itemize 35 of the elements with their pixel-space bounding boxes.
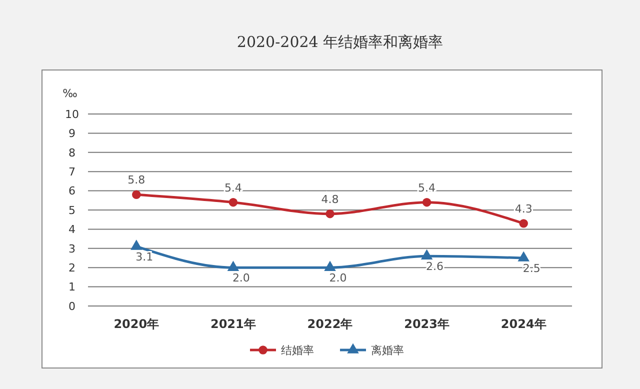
y-tick-label: 6 — [68, 184, 76, 198]
legend-label: 结婚率 — [281, 344, 314, 357]
y-axis-title: ‰ — [62, 87, 78, 100]
point — [519, 219, 528, 228]
y-tick-label: 10 — [65, 108, 79, 121]
x-tick-label: 2020年 — [114, 317, 160, 331]
data-label: 2.0 — [232, 272, 250, 285]
y-tick-label: 5 — [68, 204, 76, 217]
y-tick-label: 1 — [68, 280, 76, 294]
data-label: 5.8 — [128, 174, 146, 187]
point — [326, 209, 334, 218]
legend-label: 离婚率 — [371, 344, 404, 357]
data-label: 2.0 — [329, 272, 347, 285]
point — [227, 260, 240, 271]
x-tick-label: 2023年 — [404, 317, 450, 331]
chart-title: 2020-2024 年结婚率和离婚率 — [236, 33, 444, 51]
y-tick-label: 9 — [68, 127, 76, 140]
y-tick-label: 4 — [68, 223, 76, 236]
point — [324, 260, 336, 271]
y-tick-label: 2 — [68, 261, 76, 274]
point — [518, 251, 530, 262]
point — [132, 190, 141, 199]
data-label: 4.8 — [321, 192, 339, 206]
data-label: 3.1 — [136, 250, 154, 264]
y-tick-label: 0 — [68, 300, 76, 313]
x-tick-label: 2021年 — [210, 317, 256, 331]
point — [422, 198, 432, 207]
y-tick-label: 7 — [68, 165, 76, 178]
y-tick-label: 3 — [68, 242, 76, 256]
point — [130, 240, 142, 250]
y-tick-label: 8 — [68, 146, 76, 160]
point — [420, 249, 433, 260]
x-tick-label: 2024年 — [500, 317, 546, 331]
point — [228, 198, 238, 207]
x-tick-label: 2022年 — [307, 317, 353, 331]
